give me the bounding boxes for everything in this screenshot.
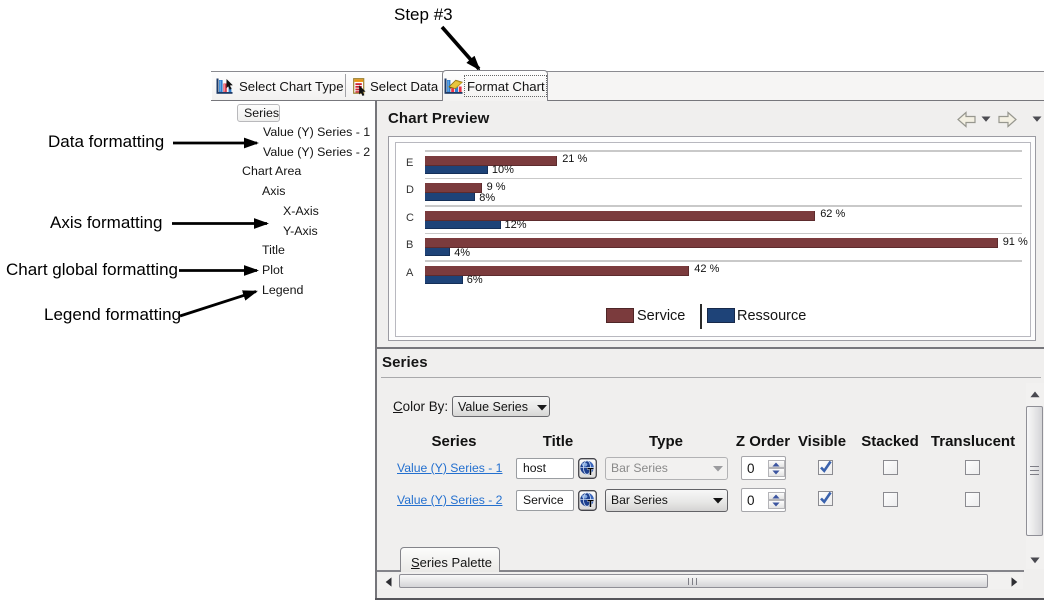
svg-text:T: T — [587, 498, 594, 510]
svg-text:T: T — [587, 466, 594, 478]
